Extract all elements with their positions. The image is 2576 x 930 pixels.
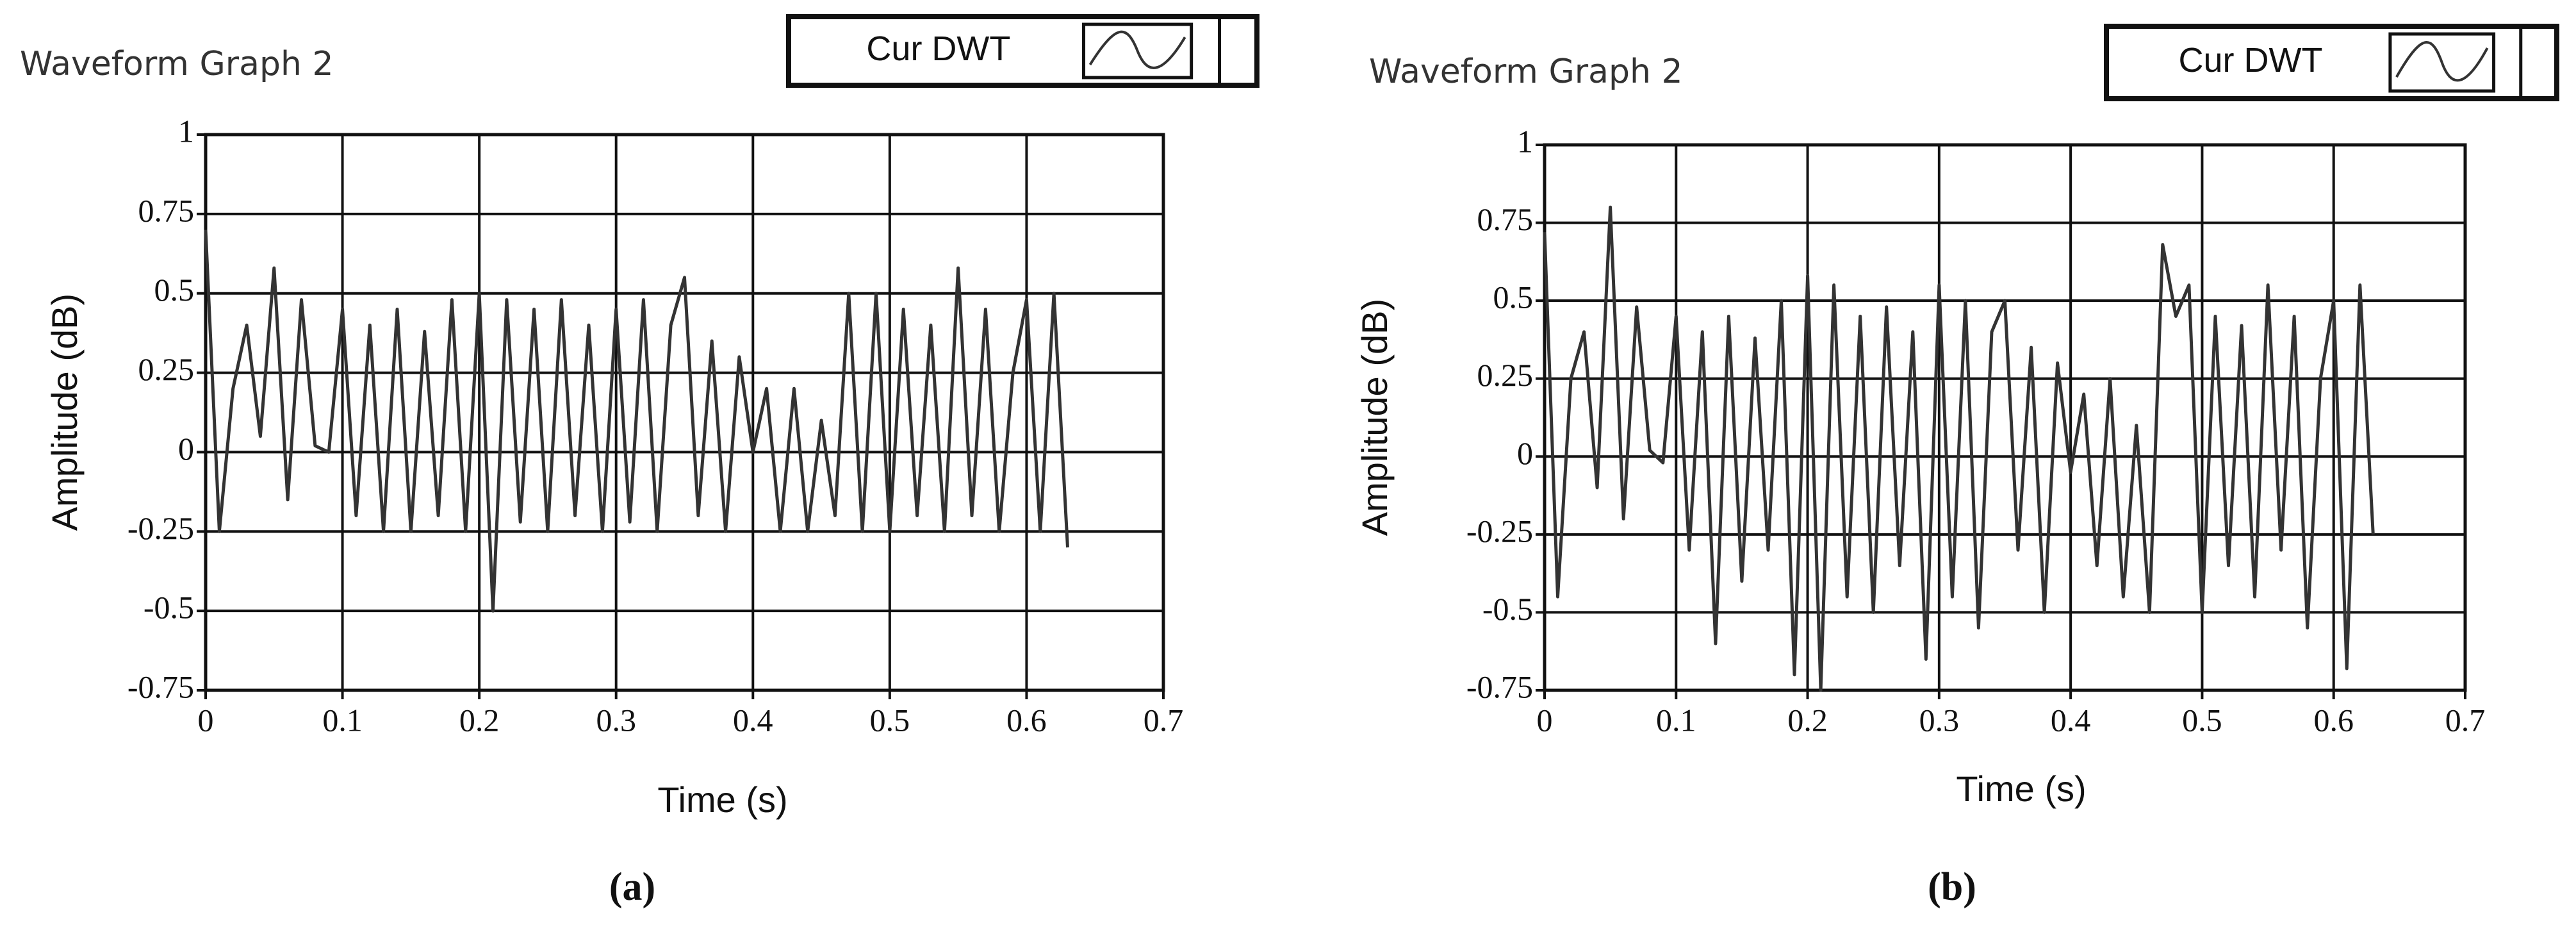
waveform-line bbox=[204, 229, 1069, 613]
x-tick-label: 0.7 bbox=[2445, 702, 2486, 738]
x-tick-label: 0.1 bbox=[322, 702, 363, 738]
y-tick-label: 1 bbox=[1517, 123, 1533, 159]
y-tick-label: 0 bbox=[1517, 435, 1533, 471]
x-tick-label: 0.6 bbox=[2313, 702, 2354, 738]
y-tick-label: 1 bbox=[178, 113, 194, 149]
x-tick-label: 0.4 bbox=[733, 702, 773, 738]
chart-title: Waveform Graph 2 bbox=[20, 45, 334, 83]
y-tick-label: -0.75 bbox=[1466, 668, 1533, 704]
y-axis-label: Amplitude (dB) bbox=[44, 294, 85, 531]
y-tick-label: 0.75 bbox=[138, 192, 195, 228]
x-tick-label: 0 bbox=[1537, 702, 1553, 738]
legend-label: Cur DWT bbox=[2178, 41, 2322, 79]
y-axis-label: Amplitude (dB) bbox=[1354, 299, 1395, 536]
x-tick-label: 0.3 bbox=[596, 702, 636, 738]
y-tick-label: 0 bbox=[178, 431, 194, 467]
y-tick-label: 0.5 bbox=[1493, 279, 1534, 315]
y-tick-label: -0.25 bbox=[127, 510, 194, 546]
y-tick-label: 0.25 bbox=[138, 351, 195, 387]
y-tick-label: -0.75 bbox=[127, 668, 194, 704]
caption: (a) bbox=[609, 865, 655, 909]
x-tick-label: 0.5 bbox=[2182, 702, 2222, 738]
legend-label: Cur DWT bbox=[866, 29, 1010, 68]
x-tick-label: 0.2 bbox=[1787, 702, 1828, 738]
legend-icon bbox=[1088, 30, 1186, 69]
x-tick-label: 0.6 bbox=[1006, 702, 1047, 738]
y-tick-label: 0.25 bbox=[1477, 357, 1534, 393]
x-tick-label: 0.1 bbox=[1656, 702, 1696, 738]
plot-frame bbox=[1543, 143, 2467, 692]
y-tick-label: -0.25 bbox=[1466, 513, 1533, 549]
x-tick-label: 0.2 bbox=[459, 702, 500, 738]
plot-frame bbox=[204, 133, 1165, 692]
x-tick-label: 0.4 bbox=[2051, 702, 2091, 738]
x-tick-label: 0 bbox=[198, 702, 214, 738]
y-tick-label: -0.5 bbox=[1482, 591, 1533, 627]
x-tick-label: 0.7 bbox=[1144, 702, 1184, 738]
y-tick-label: 0.5 bbox=[154, 272, 195, 308]
y-tick-label: -0.5 bbox=[144, 590, 194, 626]
x-tick-label: 0.5 bbox=[870, 702, 910, 738]
y-tick-label: 0.75 bbox=[1477, 201, 1534, 237]
waveform-line bbox=[1543, 205, 2375, 692]
x-tick-label: 0.3 bbox=[1919, 702, 1960, 738]
chart-title: Waveform Graph 2 bbox=[1369, 53, 1683, 91]
x-axis-label: Time (s) bbox=[657, 779, 787, 820]
x-axis-label: Time (s) bbox=[1956, 768, 2086, 809]
legend-icon bbox=[2395, 41, 2489, 82]
caption: (b) bbox=[1928, 865, 1976, 909]
